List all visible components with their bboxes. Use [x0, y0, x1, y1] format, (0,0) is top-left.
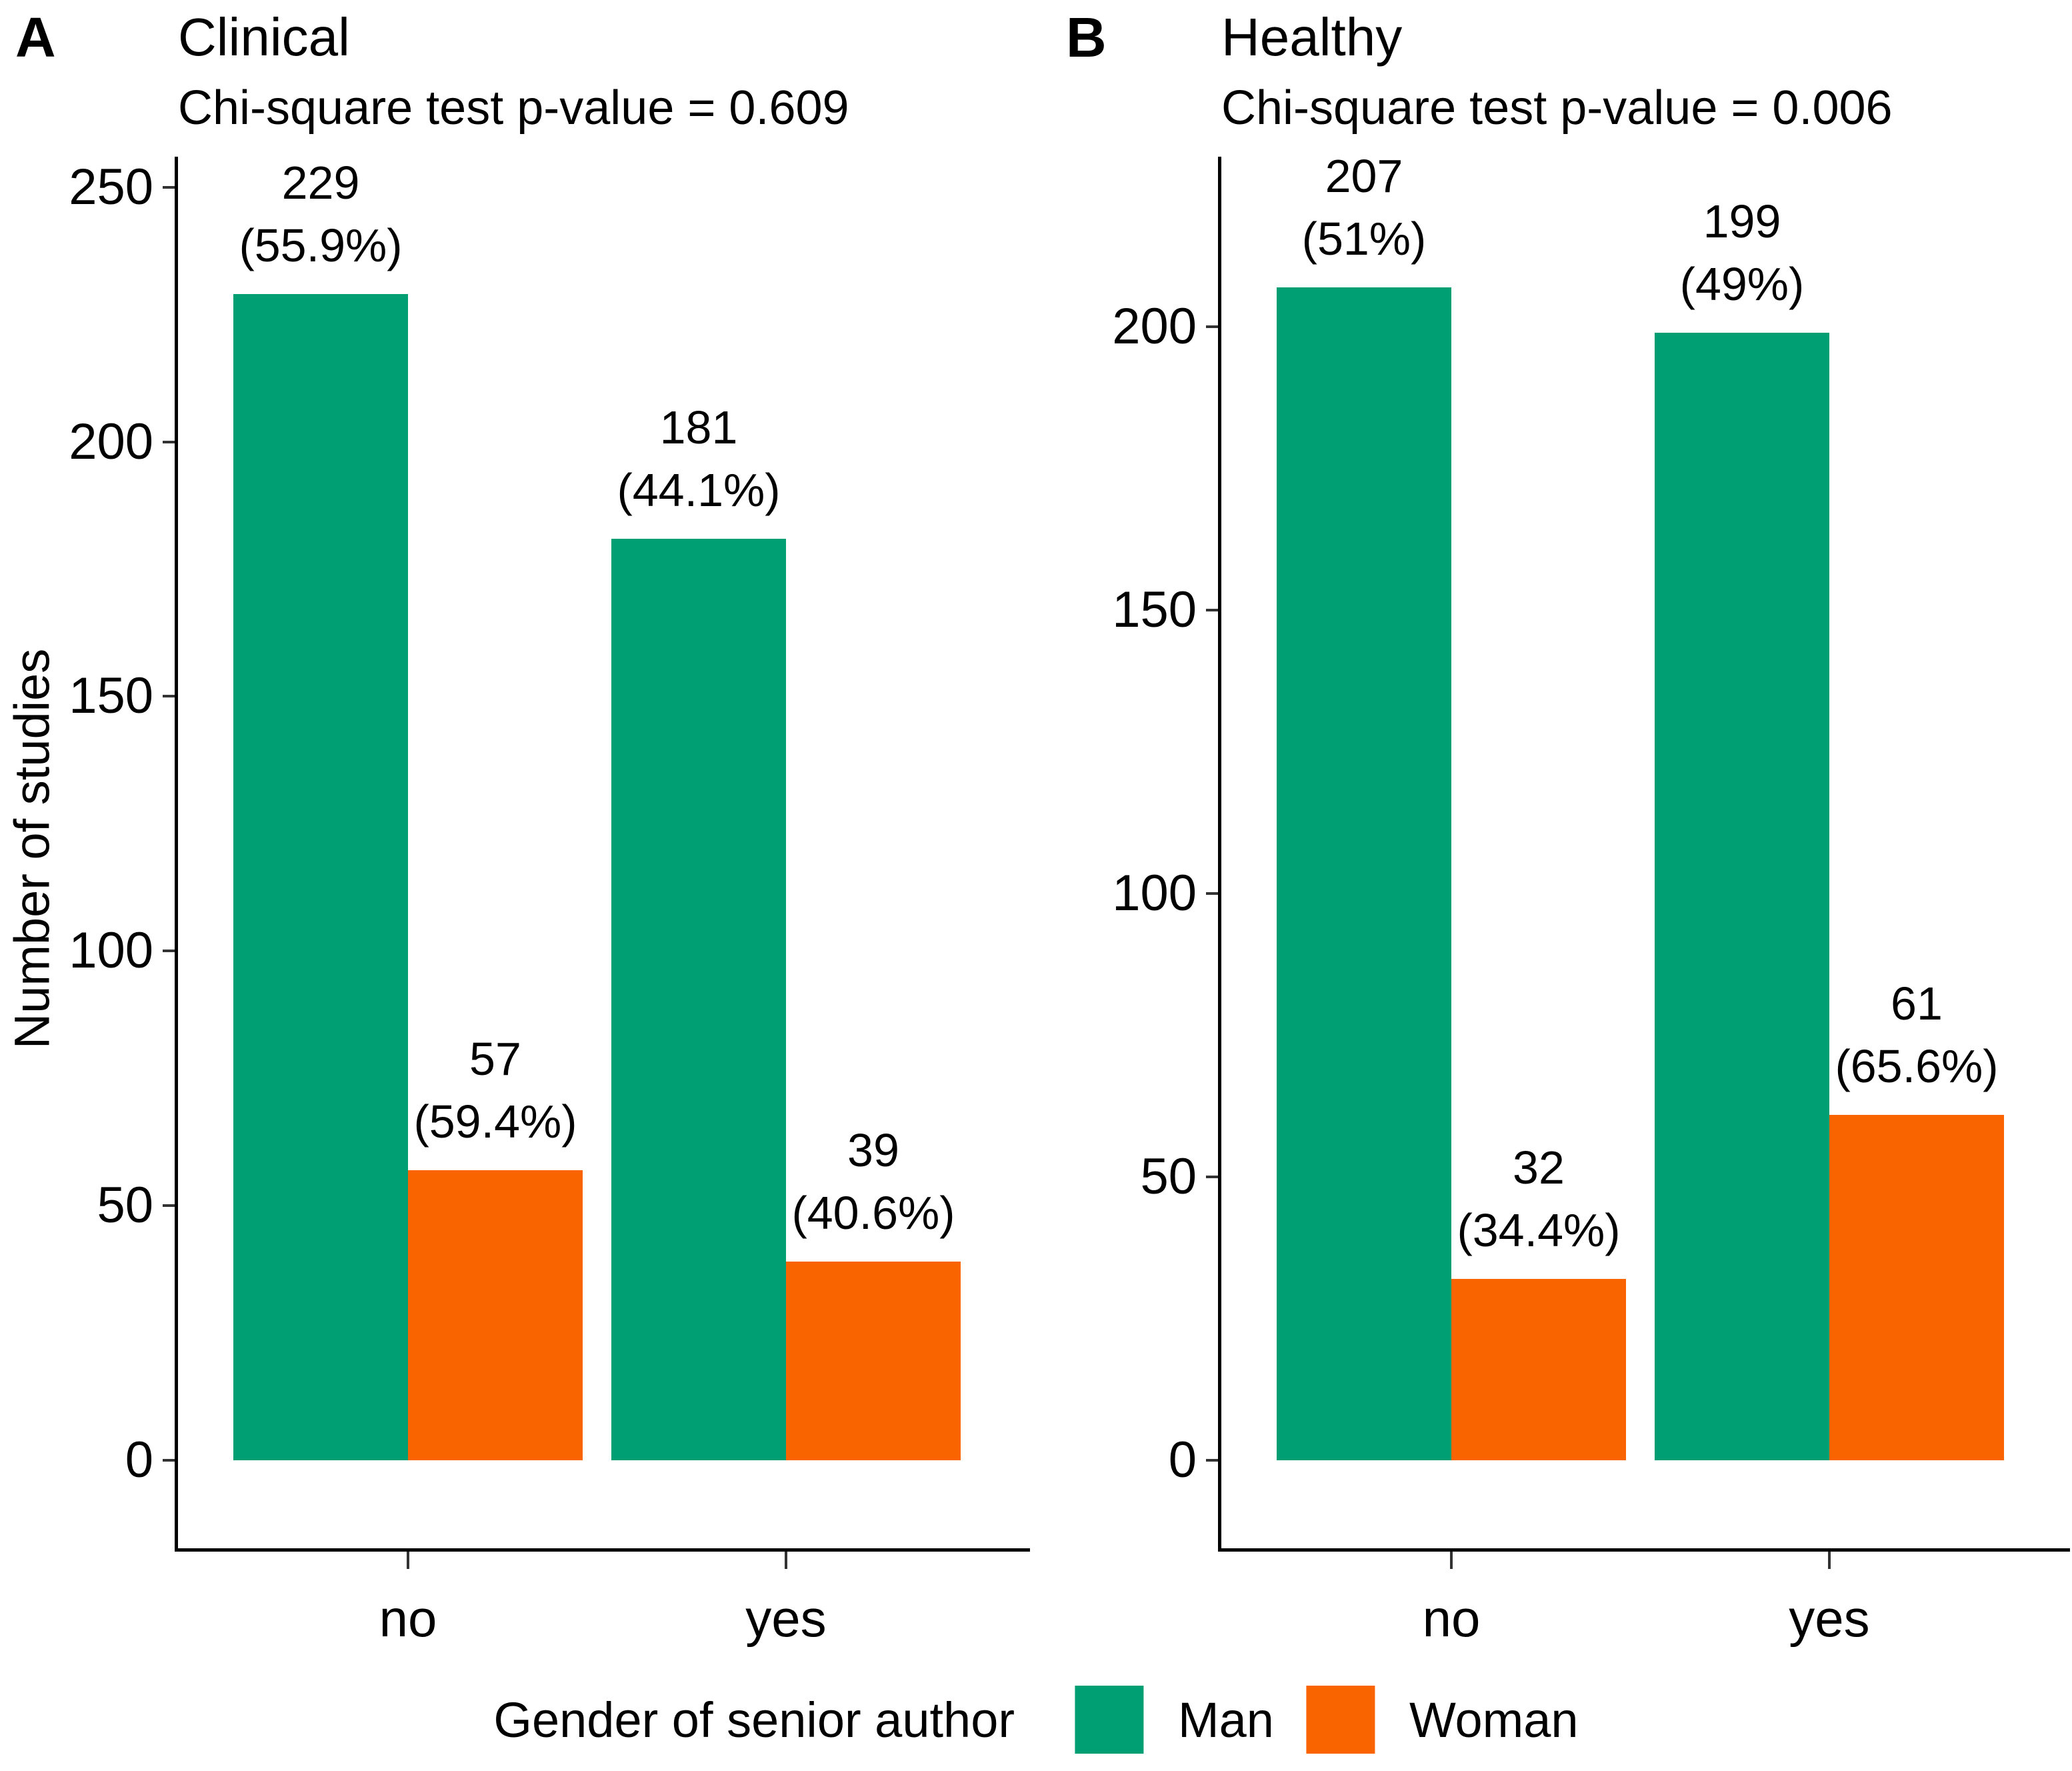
legend: Gender of senior author Man Woman — [493, 1686, 1579, 1754]
bar-label-yes-woman: 39 (40.6%) — [791, 1119, 955, 1244]
bar-count: 181 — [659, 401, 738, 453]
legend-label-man: Man — [1178, 1692, 1274, 1748]
y-tick-mark — [163, 695, 175, 698]
y-tick-label: 200 — [1112, 298, 1197, 355]
y-tick-mark — [163, 950, 175, 953]
bar-count: 57 — [469, 1032, 521, 1085]
y-tick-mark — [1206, 1459, 1218, 1462]
y-tick-label: 100 — [69, 922, 153, 980]
y-tick-label: 0 — [1168, 1432, 1197, 1488]
y-tick-label: 50 — [1140, 1148, 1197, 1205]
bar-percent: (51%) — [1301, 212, 1427, 265]
y-tick-label: 250 — [69, 158, 153, 215]
bar-count: 199 — [1703, 195, 1781, 247]
bar-percent: (44.1%) — [617, 463, 781, 516]
panel-subtitle: Chi-square test p-value = 0.609 — [178, 81, 849, 135]
bar-percent: (40.6%) — [791, 1187, 955, 1240]
x-tick-mark — [1828, 1552, 1831, 1569]
bar-percent: (49%) — [1679, 257, 1805, 310]
bar-percent: (65.6%) — [1835, 1040, 1999, 1092]
x-tick-label-no: no — [1422, 1589, 1481, 1648]
x-axis-line — [175, 1548, 1030, 1552]
bar-count: 61 — [1891, 977, 1943, 1030]
bar-no-woman — [1451, 1279, 1626, 1460]
bar-count: 229 — [281, 157, 360, 209]
bar-yes-man — [1655, 332, 1829, 1460]
bar-percent: (34.4%) — [1457, 1204, 1621, 1256]
y-tick-mark — [163, 1204, 175, 1208]
x-tick-label-no: no — [379, 1589, 437, 1648]
panel-subtitle: Chi-square test p-value = 0.006 — [1221, 81, 1893, 135]
legend-label-woman: Woman — [1409, 1692, 1579, 1748]
panel-title: Clinical — [178, 7, 350, 67]
y-tick-mark — [163, 440, 175, 443]
legend-swatch-woman — [1305, 1686, 1375, 1754]
x-tick-mark — [407, 1552, 409, 1569]
y-axis-line — [175, 157, 178, 1552]
bar-label-yes-man: 199 (49%) — [1680, 190, 1805, 315]
bar-label-no-man: 207 (51%) — [1302, 145, 1427, 270]
y-tick-label: 200 — [69, 413, 153, 470]
y-tick-mark — [163, 185, 175, 189]
bar-label-no-woman: 32 (34.4%) — [1457, 1136, 1620, 1262]
y-tick-label: 150 — [1112, 581, 1197, 638]
legend-item-man: Man — [1075, 1686, 1274, 1754]
y-tick-mark — [1206, 1176, 1218, 1178]
bar-yes-woman — [1829, 1114, 2004, 1460]
legend-item-woman: Woman — [1305, 1686, 1579, 1754]
bar-yes-woman — [786, 1262, 961, 1460]
y-tick-label: 150 — [69, 667, 153, 725]
bar-no-man — [1277, 287, 1451, 1460]
bar-label-no-man: 229 (55.9%) — [239, 151, 402, 277]
x-axis-line — [1218, 1548, 2070, 1552]
y-tick-label: 50 — [97, 1177, 153, 1234]
x-tick-label-yes: yes — [745, 1589, 827, 1648]
bar-label-yes-man: 181 (44.1%) — [617, 396, 780, 521]
y-tick-mark — [1206, 325, 1218, 328]
bar-count: 39 — [847, 1124, 899, 1177]
y-tick-mark — [1206, 892, 1218, 895]
legend-swatch-man — [1075, 1686, 1144, 1754]
x-tick-mark — [785, 1552, 787, 1569]
x-tick-label-yes: yes — [1789, 1589, 1870, 1648]
bar-label-no-woman: 57 (59.4%) — [413, 1028, 577, 1153]
panel-tag-A: A — [15, 6, 56, 69]
x-tick-mark — [1450, 1552, 1453, 1569]
bar-percent: (55.9%) — [239, 219, 403, 272]
panel-title: Healthy — [1221, 7, 1403, 67]
bar-no-woman — [408, 1170, 583, 1460]
legend-title: Gender of senior author — [493, 1692, 1015, 1748]
y-tick-mark — [1206, 609, 1218, 611]
bar-yes-man — [611, 538, 786, 1460]
y-tick-mark — [163, 1459, 175, 1462]
bar-percent: (59.4%) — [413, 1095, 577, 1148]
y-tick-label: 0 — [125, 1432, 153, 1488]
bar-count: 207 — [1325, 149, 1403, 202]
y-tick-label: 100 — [1112, 865, 1197, 922]
bar-count: 32 — [1513, 1142, 1565, 1194]
y-axis-line — [1218, 157, 1221, 1552]
panel-tag-B: B — [1066, 6, 1107, 69]
bar-label-yes-woman: 61 (65.6%) — [1835, 972, 1998, 1098]
bar-no-man — [233, 294, 408, 1460]
